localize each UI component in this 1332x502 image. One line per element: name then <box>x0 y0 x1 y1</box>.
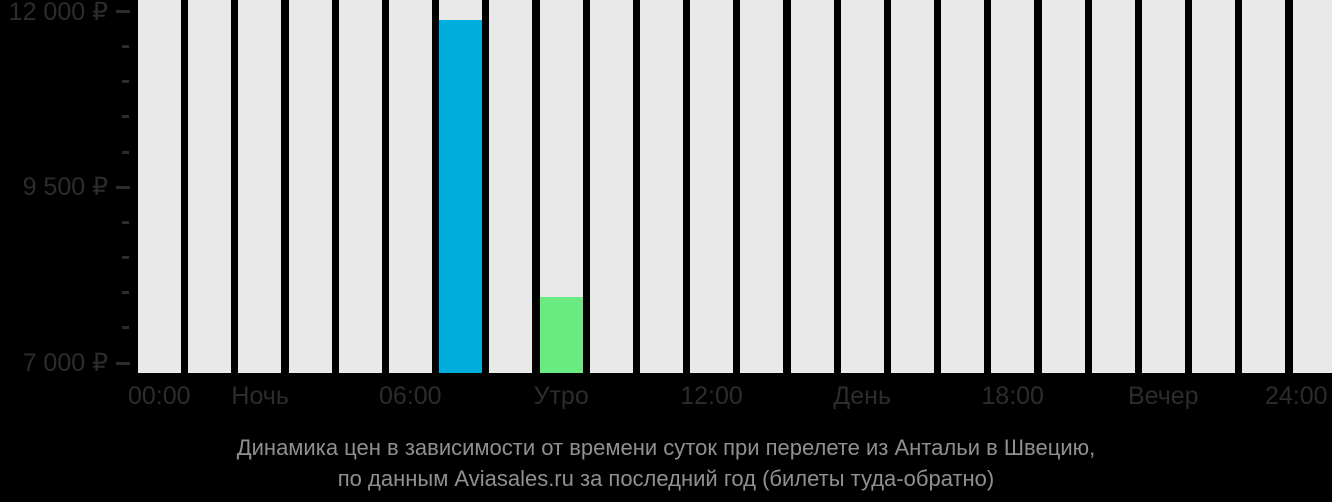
x-tick-label-12:00: 12:00 <box>680 382 743 410</box>
background-bar-hour-22 <box>1242 0 1286 373</box>
y-tick-minor <box>122 45 129 49</box>
background-bar-hour-07 <box>489 0 533 373</box>
y-tick-minor <box>122 80 129 84</box>
background-bar-hour-09 <box>589 0 633 373</box>
chart-caption-line1: Динамика цен в зависимости от времени су… <box>236 435 1096 460</box>
background-bar-hour-15 <box>891 0 934 373</box>
background-bar-hour-17 <box>991 0 1035 373</box>
y-tick-major <box>116 361 130 365</box>
background-bar-hour-13 <box>790 0 834 373</box>
background-bar-hour-18 <box>1041 0 1085 373</box>
background-bar-hour-11 <box>690 0 734 373</box>
y-tick-minor <box>122 220 129 224</box>
x-tick-label-Вечер: Вечер <box>1128 382 1199 410</box>
x-tick-label-18:00: 18:00 <box>981 382 1044 410</box>
y-tick-minor <box>122 115 129 119</box>
background-bar-hour-16 <box>941 0 985 373</box>
y-tick-major <box>116 10 130 13</box>
x-tick-label-Утро: Утро <box>533 382 589 410</box>
y-tick-minor <box>122 150 129 154</box>
background-bar-hour-14 <box>840 0 884 373</box>
y-tick-minor <box>122 291 129 295</box>
background-bar-hour-23 <box>1292 0 1332 373</box>
background-bar-hour-04 <box>338 0 382 373</box>
y-tick-label: 7 000 ₽ <box>22 349 108 377</box>
y-tick-minor <box>122 326 129 330</box>
background-bar-hour-19 <box>1091 0 1135 373</box>
background-bar-hour-21 <box>1192 0 1236 373</box>
background-bar-hour-10 <box>640 0 683 373</box>
x-tick-label-День: День <box>833 382 891 410</box>
x-tick-label-00:00: 00:00 <box>128 382 191 410</box>
background-bar-hour-00 <box>138 0 181 373</box>
y-tick-label: 9 500 ₽ <box>22 173 108 202</box>
x-tick-label-Ночь: Ночь <box>231 382 289 410</box>
y-tick-major <box>116 185 130 189</box>
price-bar-hour-08 <box>539 296 583 373</box>
price-bar-hour-06 <box>439 19 483 373</box>
x-tick-label-06:00: 06:00 <box>379 382 442 410</box>
background-bar-hour-02 <box>238 0 282 373</box>
background-bar-hour-20 <box>1142 0 1185 373</box>
background-bar-hour-01 <box>188 0 232 373</box>
background-bar-hour-12 <box>740 0 784 373</box>
y-tick-minor <box>122 256 129 260</box>
x-tick-label-24:00: 24:00 <box>1265 382 1328 410</box>
chart-caption-line2: по данным Aviasales.ru за последний год … <box>337 466 995 491</box>
y-tick-label: 12 000 ₽ <box>8 0 108 26</box>
background-bar-hour-03 <box>288 0 332 373</box>
background-bar-hour-05 <box>389 0 432 373</box>
